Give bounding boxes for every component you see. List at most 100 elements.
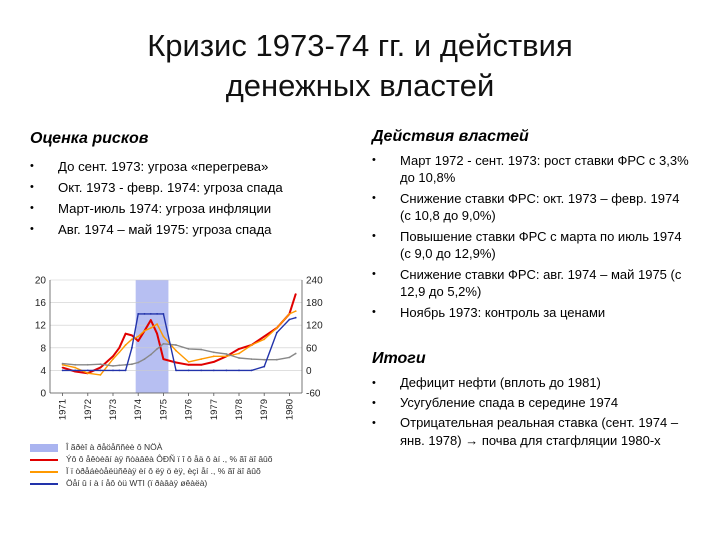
list-item-text: Снижение ставки ФРС: авг. 1974 – май 197… — [400, 267, 682, 299]
x-tick-label: 1971 — [58, 399, 69, 420]
list-item-text: Март-июль 1974: угроза инфляции — [58, 201, 272, 216]
y-left-tick-label: 4 — [40, 366, 46, 377]
list-item: • Снижение ставки ФРС: окт. 1973 – февр. … — [372, 190, 690, 224]
y-left-tick-label: 12 — [35, 321, 47, 332]
series-2-point — [131, 363, 133, 366]
series-2-point — [99, 363, 102, 366]
series-0-point — [175, 361, 177, 364]
series-3-point — [131, 346, 133, 349]
series-0-point — [263, 335, 266, 338]
series-1-point — [212, 355, 215, 358]
x-tick-label: 1973 — [108, 399, 119, 420]
bullet-icon: • — [372, 417, 376, 429]
series-3-point — [74, 369, 77, 372]
list-item: • Дефицит нефти (вплоть до 1981) — [372, 374, 690, 392]
series-1-point — [200, 358, 203, 360]
series-1-point — [225, 355, 228, 358]
x-tick-label: 1980 — [284, 399, 295, 420]
legend-swatch — [30, 444, 58, 452]
list-item-text: До сент. 1973: угроза «перегрева» — [58, 159, 269, 174]
series-3-point — [238, 369, 240, 372]
series-1-point — [156, 323, 158, 325]
legend-label: Ï ï òðåáèòåëüñêàÿ èí ô ëÿ ö èÿ, èçì åí .… — [66, 466, 261, 476]
series-2-point — [212, 351, 215, 354]
series-2-point — [238, 357, 240, 359]
y-left-tick-label: 16 — [35, 298, 47, 309]
list-item-text: Окт. 1973 - февр. 1974: угроза спада — [58, 180, 283, 195]
list-item-text: Ноябрь 1973: контроль за ценами — [400, 305, 606, 320]
list-item: • До сент. 1973: угроза «перегрева» — [30, 156, 360, 177]
series-1-point — [263, 338, 266, 341]
x-tick-label: 1975 — [158, 399, 169, 420]
x-tick-label: 1979 — [259, 399, 270, 420]
series-3-point — [86, 369, 89, 372]
list-item-text: Повышение ставки ФРС с марта по июль 197… — [400, 229, 682, 261]
risks-heading: Оценка рисков — [30, 130, 149, 147]
y-left-tick-label: 20 — [35, 276, 47, 287]
series-3-point — [275, 331, 278, 334]
y-left-tick-label: 0 — [40, 389, 46, 400]
rate-chart: 20 16 12 8 4 0 240 180 120 60 0 -60 1971 1972 1973 1974… — [30, 268, 340, 518]
series-2-point — [263, 358, 266, 361]
series-3-point — [294, 316, 297, 319]
results-list: • Дефицит нефти (вплоть до 1981) • Усугубл… — [372, 374, 690, 452]
legend-label: Ýô ô åêòèâí àÿ ñòàâêà ÔÐÑ ï î ô åä ô àí … — [66, 454, 273, 464]
series-2-point — [143, 358, 146, 360]
legend-swatch — [30, 471, 58, 473]
series-2-point — [74, 363, 77, 366]
series-3-point — [118, 369, 121, 372]
series-2-point — [250, 358, 253, 360]
series-1-point — [288, 313, 291, 315]
series-2-point — [162, 342, 165, 345]
legend-entry: Î ãðèî à ðåöåññèè ô NÖÀ — [30, 442, 330, 453]
legend-label: Öåí û í à í åô òü WTI (ï ðàâàÿ øêàëà) — [66, 478, 208, 488]
series-2-point — [137, 361, 140, 364]
list-item: • Усугубление спада в середине 1974 — [372, 394, 690, 412]
series-3-point — [200, 369, 203, 372]
bullet-icon: • — [372, 268, 376, 280]
series-2-point — [225, 353, 228, 355]
series-line-2 — [62, 343, 297, 367]
series-2-point — [288, 356, 291, 359]
rate-chart-plot: 20 16 12 8 4 0 240 180 120 60 0 -60 1971 1972 1973 1974… — [35, 276, 323, 421]
series-3-point — [143, 313, 146, 315]
series-2-point — [118, 364, 121, 367]
series-2-point — [294, 352, 297, 355]
series-2-point — [124, 363, 127, 366]
bullet-icon: • — [372, 377, 376, 389]
series-1-point — [162, 335, 165, 338]
series-0-point — [137, 340, 140, 342]
series-1-point — [86, 372, 89, 375]
y-right-tick-label: 120 — [306, 321, 323, 332]
list-item-text: Снижение ставки ФРС: окт. 1973 – февр. 1… — [400, 191, 680, 223]
bullet-icon: • — [372, 230, 376, 242]
bullet-icon: • — [372, 306, 376, 318]
risks-list: • До сент. 1973: угроза «перегрева» • Окт.… — [30, 156, 360, 240]
y-right-tick-label: 0 — [306, 366, 312, 377]
slide-title-line-2: денежных властей — [225, 68, 495, 103]
series-0-point — [99, 366, 102, 369]
list-item: • Март 1972 - сент. 1973: рост ставки ФРС… — [372, 152, 690, 186]
series-3-point — [137, 313, 140, 315]
series-1-point — [137, 335, 140, 338]
series-3-point — [187, 369, 190, 372]
actions-heading: Действия властей — [372, 128, 529, 145]
series-2-point — [275, 358, 278, 361]
series-0-point — [187, 363, 190, 366]
list-item-text: Авг. 1974 – май 1975: угроза спада — [58, 222, 272, 237]
series-0-point — [118, 346, 121, 349]
y-left-tick-label: 8 — [40, 343, 46, 354]
legend-entry: Ýô ô åêòèâí àÿ ñòàâêà ÔÐÑ ï î ô åä ô àí … — [30, 454, 330, 465]
x-tick-label: 1978 — [234, 399, 245, 420]
series-1-point — [74, 366, 77, 369]
series-1-point — [118, 351, 121, 354]
series-2-point — [175, 344, 177, 346]
list-item: • Отрицательная реальная ставка (сент. 19… — [372, 414, 690, 450]
series-0-point — [149, 319, 152, 321]
bullet-icon: • — [30, 223, 34, 235]
series-3-point — [124, 369, 127, 372]
legend-entry: Öåí û í à í åô òü WTI (ï ðàâàÿ øêàëà) — [30, 478, 330, 489]
actions-list: • Март 1972 - сент. 1973: рост ставки ФРС… — [372, 152, 690, 325]
list-item: • Авг. 1974 – май 1975: угроза спада — [30, 219, 360, 240]
series-1-point — [175, 349, 177, 352]
